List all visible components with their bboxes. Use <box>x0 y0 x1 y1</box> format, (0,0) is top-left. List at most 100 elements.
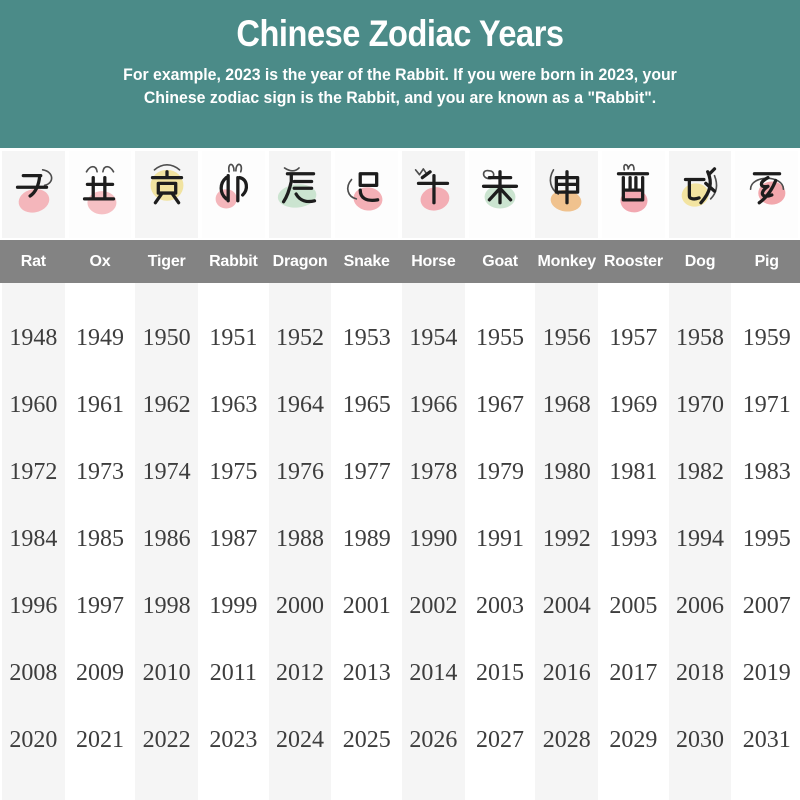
year-cell: 1981 <box>609 459 658 485</box>
year-cell: 2030 <box>676 727 725 753</box>
zodiac-icon-cell-tiger <box>133 148 200 240</box>
year-cell: 1990 <box>409 526 458 552</box>
year-cell: 2022 <box>142 727 191 753</box>
year-cell: 1992 <box>542 526 591 552</box>
header-subtitle: For example, 2023 is the year of the Rab… <box>16 64 784 111</box>
year-cell: 1950 <box>142 325 191 351</box>
zodiac-icon-cell-dragon <box>267 148 334 240</box>
year-cell: 2018 <box>676 660 725 686</box>
year-cell: 1974 <box>142 459 191 485</box>
zodiac-column-monkey: Monkey 1956 1968 1980 1992 2004 2016 2028 <box>533 148 601 800</box>
year-column-dragon: 1952 1964 1976 1988 2000 2012 2024 <box>268 283 332 800</box>
rabbit-illustration <box>215 163 249 209</box>
zodiac-column-dragon: Dragon 1952 1964 1976 1988 2000 2012 2024 <box>266 148 334 800</box>
year-cell: 1973 <box>76 459 124 485</box>
rooster-zodiac-icon <box>602 151 665 238</box>
year-cell: 2015 <box>476 660 525 686</box>
year-cell: 1971 <box>742 392 791 418</box>
dog-zodiac-icon <box>668 151 732 238</box>
column-header-tiger: Tiger <box>133 240 201 283</box>
year-cell: 1998 <box>142 593 191 619</box>
year-cell: 1967 <box>476 392 525 418</box>
year-cell: 1995 <box>742 526 791 552</box>
zodiac-column-horse: Horse 1954 1966 1978 1990 2002 2014 2026 <box>400 148 467 800</box>
year-column-pig: 1959 1971 1983 1995 2007 2019 2031 <box>735 283 799 800</box>
year-cell: 2014 <box>409 660 458 686</box>
pig-illustration <box>749 171 786 205</box>
year-cell: 1953 <box>342 325 391 351</box>
year-column-rabbit: 1951 1963 1975 1987 1999 2011 2023 <box>202 283 265 800</box>
monkey-illustration <box>549 168 582 212</box>
ox-zodiac-icon <box>68 151 132 238</box>
year-cell: 2008 <box>9 660 58 686</box>
header-banner: Chinese Zodiac Years For example, 2023 i… <box>0 0 800 148</box>
year-cell: 1972 <box>9 459 58 485</box>
year-cell: 1955 <box>476 325 525 351</box>
zodiac-column-rabbit: Rabbit 1951 1963 1975 1987 1999 2011 2023 <box>200 148 267 800</box>
year-cell: 1983 <box>742 459 791 485</box>
zodiac-icon-cell-dog <box>667 148 734 240</box>
dragon-zodiac-icon <box>268 151 332 238</box>
zodiac-icon-cell-pig <box>733 148 800 240</box>
year-cell: 2005 <box>609 593 658 619</box>
year-cell: 2000 <box>276 593 325 619</box>
year-column-ox: 1949 1961 1973 1985 1997 2009 2021 <box>68 283 132 800</box>
year-cell: 1954 <box>409 325 458 351</box>
year-cell: 1988 <box>276 526 325 552</box>
year-cell: 1959 <box>742 325 791 351</box>
column-header-pig: Pig <box>733 240 800 283</box>
year-cell: 1966 <box>409 392 458 418</box>
year-cell: 1969 <box>609 392 658 418</box>
year-cell: 1964 <box>276 392 325 418</box>
page-title: Chinese Zodiac Years <box>236 13 564 54</box>
tiger-illustration <box>150 163 184 204</box>
year-cell: 1989 <box>342 526 391 552</box>
year-cell: 1975 <box>209 459 258 485</box>
year-cell: 1984 <box>9 526 58 552</box>
year-cell: 2009 <box>76 660 124 686</box>
column-header-rabbit: Rabbit <box>200 240 267 283</box>
year-cell: 2028 <box>542 727 591 753</box>
rat-illustration <box>16 168 53 213</box>
zodiac-icon-cell-goat <box>467 148 534 240</box>
column-header-rooster: Rooster <box>600 240 667 283</box>
year-cell: 1993 <box>609 526 658 552</box>
zodiac-icon-cell-monkey <box>533 148 600 240</box>
year-cell: 1949 <box>76 325 124 351</box>
year-cell: 1968 <box>542 392 591 418</box>
year-cell: 2006 <box>676 593 725 619</box>
dragon-illustration <box>277 166 317 208</box>
header-subtitle-line-1: For example, 2023 is the year of the Rab… <box>123 66 677 84</box>
year-cell: 2026 <box>409 727 458 753</box>
year-cell: 1996 <box>9 593 58 619</box>
column-header-horse: Horse <box>400 240 467 283</box>
year-cell: 1999 <box>209 593 258 619</box>
year-cell: 1952 <box>276 325 325 351</box>
color-blob <box>18 188 50 213</box>
year-cell: 1977 <box>342 459 391 485</box>
year-cell: 2031 <box>742 727 791 753</box>
year-cell: 2002 <box>409 593 458 619</box>
year-cell: 1957 <box>609 325 658 351</box>
year-cell: 2025 <box>342 727 391 753</box>
year-cell: 1962 <box>142 392 191 418</box>
dog-illustration <box>681 166 718 207</box>
zodiac-icon-cell-rat <box>0 148 67 240</box>
year-column-rat: 1948 1960 1972 1984 1996 2008 2020 <box>2 283 65 800</box>
year-cell: 1956 <box>542 325 591 351</box>
snake-zodiac-icon <box>335 151 399 238</box>
year-cell: 1980 <box>542 459 591 485</box>
year-cell: 1987 <box>209 526 258 552</box>
year-cell: 1994 <box>676 526 725 552</box>
year-column-snake: 1953 1965 1977 1989 2001 2013 2025 <box>335 283 399 800</box>
year-column-tiger: 1950 1962 1974 1986 1998 2010 2022 <box>135 283 199 800</box>
ox-illustration <box>82 165 117 214</box>
year-cell: 2007 <box>742 593 791 619</box>
zodiac-column-dog: Dog 1958 1970 1982 1994 2006 2018 2030 <box>666 148 734 800</box>
year-cell: 2010 <box>142 660 191 686</box>
year-cell: 1979 <box>476 459 525 485</box>
rooster-illustration <box>617 163 650 212</box>
year-cell: 2001 <box>342 593 391 619</box>
year-cell: 1961 <box>76 392 124 418</box>
